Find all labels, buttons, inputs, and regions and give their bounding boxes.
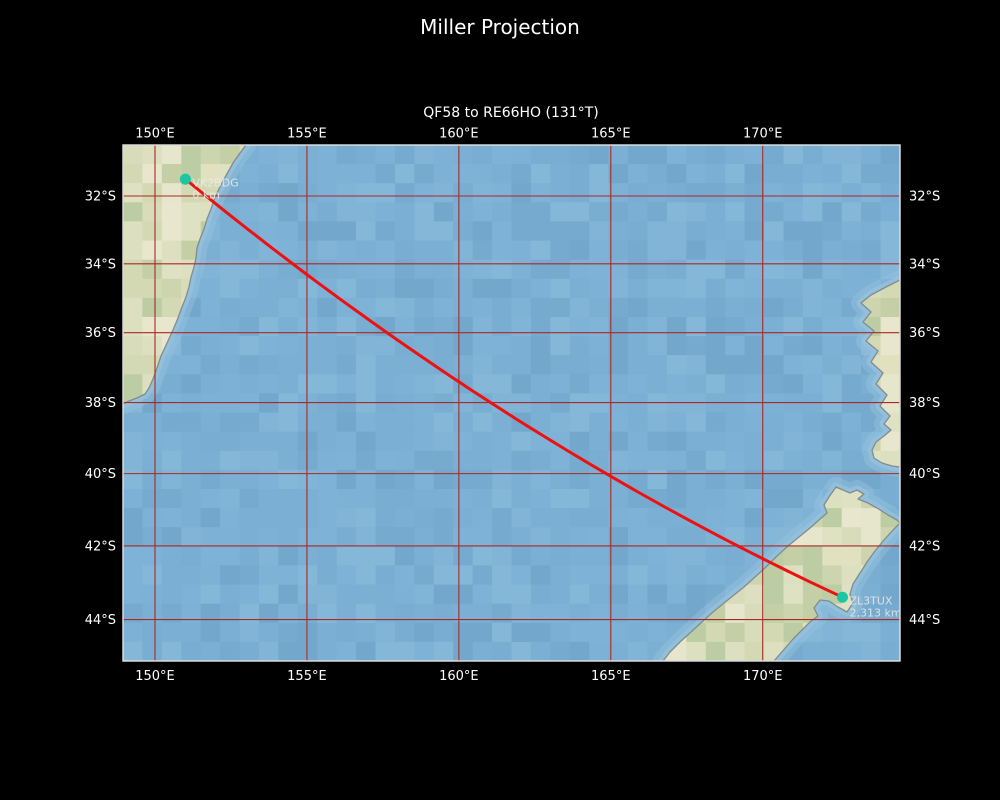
lat-tick-34-left: 34°S xyxy=(85,257,116,272)
marker-distance-QF58: 0 km xyxy=(192,189,220,202)
axis-tick-labels: 150°E 150°E 155°E 155°E 160°E 160°E 165°E 165°E… xyxy=(85,127,941,685)
lon-tick-170-top: 170°E xyxy=(743,127,783,142)
figure-title: Miller Projection xyxy=(420,15,580,39)
lat-tick-44-left: 44°S xyxy=(85,613,116,628)
lon-tick-170-bottom: 170°E xyxy=(743,669,783,684)
lon-tick-150-bottom: 150°E xyxy=(135,669,175,684)
lat-tick-38-right: 38°S xyxy=(909,396,940,411)
great-circle-route xyxy=(183,177,844,599)
lon-tick-155-top: 155°E xyxy=(287,127,327,142)
marker-dot-RE66HO xyxy=(836,591,848,603)
lat-tick-40-left: 40°S xyxy=(85,467,116,482)
coastlines xyxy=(123,145,900,661)
marker-distance-RE66HO: 2,313 km xyxy=(849,607,901,620)
lon-tick-155-bottom: 155°E xyxy=(287,669,327,684)
lat-tick-34-right: 34°S xyxy=(909,257,940,272)
marker-callsign-RE66HO: ZL3TUX xyxy=(849,595,892,608)
lon-tick-150-top: 150°E xyxy=(135,127,175,142)
lat-tick-42-left: 42°S xyxy=(85,539,116,554)
marker-callsign-QF58: VK2BDG xyxy=(192,177,238,190)
lon-tick-165-top: 165°E xyxy=(591,127,631,142)
map-border xyxy=(122,144,901,662)
lat-tick-36-left: 36°S xyxy=(85,326,116,341)
graticule xyxy=(123,145,900,661)
lat-tick-36-right: 36°S xyxy=(909,326,940,341)
lat-tick-32-left: 32°S xyxy=(85,190,116,205)
lat-tick-40-right: 40°S xyxy=(909,467,940,482)
lon-tick-165-bottom: 165°E xyxy=(591,669,631,684)
lat-tick-42-right: 42°S xyxy=(909,539,940,554)
marker-dot-QF58 xyxy=(179,173,191,185)
lat-tick-32-right: 32°S xyxy=(909,190,940,205)
lat-tick-38-left: 38°S xyxy=(85,396,116,411)
lat-tick-44-right: 44°S xyxy=(909,613,940,628)
lon-tick-160-top: 160°E xyxy=(439,127,479,142)
lon-tick-160-bottom: 160°E xyxy=(439,669,479,684)
map-subtitle: QF58 to RE66HO (131°T) xyxy=(423,105,598,121)
